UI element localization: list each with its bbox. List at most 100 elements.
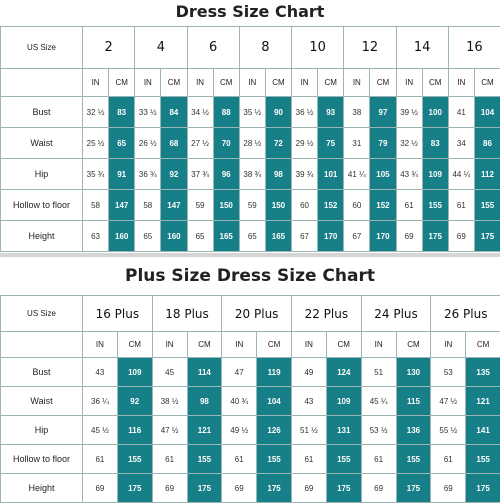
value-in: 26 ½ (135, 128, 161, 159)
size-header-4: 10 (292, 27, 344, 69)
value-in: 40 ¾ (222, 387, 257, 416)
value-in: 61 (431, 445, 466, 474)
value-cm: 90 (265, 97, 291, 128)
value-in: 43 (292, 387, 327, 416)
value-cm: 155 (466, 445, 500, 474)
section-divider (0, 253, 500, 257)
value-cm: 175 (187, 474, 222, 503)
value-cm: 152 (318, 190, 344, 221)
value-in: 37 ¾ (187, 159, 213, 190)
unit-in-header: IN (187, 69, 213, 97)
value-in: 34 ½ (187, 97, 213, 128)
value-in: 55 ½ (431, 416, 466, 445)
value-cm: 160 (161, 221, 187, 252)
value-in: 65 (187, 221, 213, 252)
value-in: 61 (152, 445, 187, 474)
value-cm: 175 (396, 474, 431, 503)
size-header-6: 14 (396, 27, 448, 69)
size-header-4: 24 Plus (361, 296, 431, 332)
unit-cm-header: CM (109, 69, 135, 97)
value-cm: 119 (257, 358, 292, 387)
value-in: 39 ½ (396, 97, 422, 128)
value-cm: 131 (326, 416, 361, 445)
value-in: 49 ½ (222, 416, 257, 445)
value-cm: 155 (326, 445, 361, 474)
value-cm: 98 (187, 387, 222, 416)
value-cm: 83 (422, 128, 448, 159)
value-in: 38 (344, 97, 370, 128)
value-cm: 79 (370, 128, 396, 159)
value-in: 38 ½ (152, 387, 187, 416)
unit-in-header: IN (135, 69, 161, 97)
unit-cm-header: CM (474, 69, 500, 97)
value-in: 36 ¾ (135, 159, 161, 190)
value-cm: 155 (396, 445, 431, 474)
size-header-3: 22 Plus (292, 296, 362, 332)
unit-cm-header: CM (318, 69, 344, 97)
value-cm: 104 (474, 97, 500, 128)
value-cm: 109 (326, 387, 361, 416)
value-cm: 93 (318, 97, 344, 128)
size-column-header: US Size (1, 296, 83, 332)
unit-in-header: IN (292, 69, 318, 97)
unit-in-header: IN (222, 332, 257, 358)
unit-cm-header: CM (161, 69, 187, 97)
value-in: 63 (83, 221, 109, 252)
value-in: 67 (292, 221, 318, 252)
value-cm: 92 (161, 159, 187, 190)
size-header-0: 2 (83, 27, 135, 69)
size-header-2: 20 Plus (222, 296, 292, 332)
unit-in-header: IN (152, 332, 187, 358)
value-cm: 115 (396, 387, 431, 416)
value-in: 31 (344, 128, 370, 159)
value-in: 49 (292, 358, 327, 387)
value-in: 61 (448, 190, 474, 221)
value-in: 43 (83, 358, 118, 387)
value-cm: 86 (474, 128, 500, 159)
size-header-7: 16 (448, 27, 500, 69)
value-in: 35 ½ (239, 97, 265, 128)
value-cm: 91 (109, 159, 135, 190)
unit-in-header: IN (448, 69, 474, 97)
value-cm: 165 (265, 221, 291, 252)
value-in: 25 ½ (83, 128, 109, 159)
value-cm: 124 (326, 358, 361, 387)
value-cm: 70 (213, 128, 239, 159)
value-in: 61 (292, 445, 327, 474)
row-label: Hollow to floor (1, 445, 83, 474)
value-in: 67 (344, 221, 370, 252)
value-cm: 101 (318, 159, 344, 190)
value-in: 65 (239, 221, 265, 252)
value-in: 33 ½ (135, 97, 161, 128)
value-cm: 136 (396, 416, 431, 445)
value-in: 28 ½ (239, 128, 265, 159)
value-in: 65 (135, 221, 161, 252)
value-cm: 68 (161, 128, 187, 159)
value-cm: 170 (370, 221, 396, 252)
size-header-2: 6 (187, 27, 239, 69)
value-in: 61 (361, 445, 396, 474)
row-label: Bust (1, 358, 83, 387)
chart-title-dress-size: Dress Size Chart (0, 0, 500, 24)
size-header-1: 18 Plus (152, 296, 222, 332)
value-cm: 98 (265, 159, 291, 190)
unit-in-header: IN (344, 69, 370, 97)
value-in: 38 ¾ (239, 159, 265, 190)
chart-title-plus-size: Plus Size Dress Size Chart (0, 262, 500, 290)
value-in: 58 (83, 190, 109, 221)
unit-row-blank (1, 332, 83, 358)
value-in: 39 ¾ (292, 159, 318, 190)
unit-in-header: IN (431, 332, 466, 358)
value-cm: 105 (370, 159, 396, 190)
value-cm: 109 (422, 159, 448, 190)
value-cm: 130 (396, 358, 431, 387)
row-label: Waist (1, 128, 83, 159)
